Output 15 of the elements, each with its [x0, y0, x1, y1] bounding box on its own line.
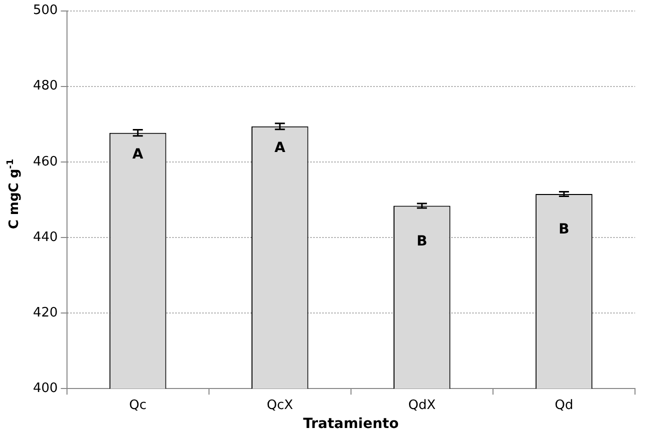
- y-tick-label: 460: [32, 154, 58, 170]
- annotation: B: [416, 233, 428, 250]
- x-tick-label: Qc: [129, 398, 147, 413]
- x-tick-label: QdX: [408, 398, 436, 413]
- x-tick-label: QcX: [266, 398, 294, 413]
- x-axis-title: Tratamiento: [303, 416, 400, 432]
- x-tick-label: Qd: [554, 398, 574, 413]
- y-tick-label: 500: [32, 3, 58, 18]
- annotation: B: [558, 222, 570, 238]
- annotation: A: [132, 146, 144, 162]
- annotation: A: [274, 140, 286, 156]
- y-tick-label: 420: [32, 305, 58, 320]
- y-tick-label: 440: [32, 230, 58, 245]
- y-tick-label: 480: [32, 78, 58, 94]
- y-tick-label: 400: [32, 380, 58, 396]
